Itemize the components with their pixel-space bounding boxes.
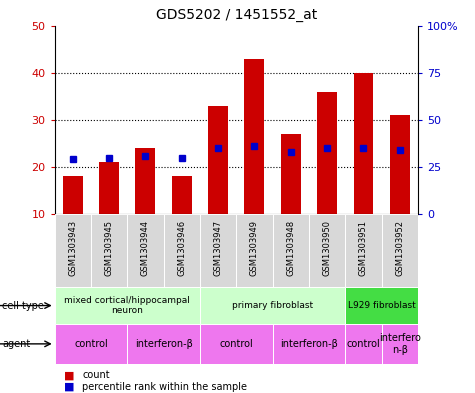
Bar xyxy=(273,214,309,287)
Bar xyxy=(200,287,345,324)
Bar xyxy=(135,148,155,214)
Text: interferon-β: interferon-β xyxy=(135,339,192,349)
Bar xyxy=(55,214,91,287)
Bar xyxy=(200,324,273,364)
Text: L929 fibroblast: L929 fibroblast xyxy=(348,301,416,310)
Bar xyxy=(91,214,127,287)
Bar xyxy=(163,214,200,287)
Bar xyxy=(317,92,337,214)
Text: count: count xyxy=(82,370,110,380)
Text: ■: ■ xyxy=(64,382,75,392)
Text: GSM1303943: GSM1303943 xyxy=(68,220,77,276)
Text: GSM1303946: GSM1303946 xyxy=(177,220,186,276)
Text: percentile rank within the sample: percentile rank within the sample xyxy=(82,382,247,392)
Text: GSM1303949: GSM1303949 xyxy=(250,220,259,276)
Text: mixed cortical/hippocampal
neuron: mixed cortical/hippocampal neuron xyxy=(64,296,190,315)
Bar xyxy=(55,324,127,364)
Bar xyxy=(208,106,228,214)
Text: GSM1303951: GSM1303951 xyxy=(359,220,368,276)
Text: cell type: cell type xyxy=(2,301,44,310)
Bar xyxy=(381,214,418,287)
Bar xyxy=(99,162,119,214)
Bar xyxy=(390,115,410,214)
Text: interfero
n-β: interfero n-β xyxy=(379,333,421,354)
Bar xyxy=(281,134,301,214)
Text: control: control xyxy=(74,339,108,349)
Text: control: control xyxy=(347,339,380,349)
Text: primary fibroblast: primary fibroblast xyxy=(232,301,313,310)
Bar xyxy=(63,176,83,214)
Bar xyxy=(273,324,345,364)
Bar xyxy=(127,214,163,287)
Text: control: control xyxy=(219,339,253,349)
Text: GSM1303950: GSM1303950 xyxy=(323,220,332,276)
Text: GSM1303948: GSM1303948 xyxy=(286,220,295,276)
Text: GSM1303947: GSM1303947 xyxy=(214,220,223,276)
Bar xyxy=(55,287,200,324)
Bar xyxy=(309,214,345,287)
Text: GSM1303945: GSM1303945 xyxy=(104,220,114,276)
Bar xyxy=(172,176,192,214)
Bar xyxy=(345,214,381,287)
Text: ■: ■ xyxy=(64,370,75,380)
Bar xyxy=(245,59,265,214)
Bar xyxy=(345,287,418,324)
Bar xyxy=(127,324,200,364)
Bar xyxy=(200,214,237,287)
Text: interferon-β: interferon-β xyxy=(280,339,338,349)
Text: GSM1303944: GSM1303944 xyxy=(141,220,150,276)
Bar xyxy=(237,214,273,287)
Text: agent: agent xyxy=(2,339,30,349)
Text: GSM1303952: GSM1303952 xyxy=(395,220,404,276)
Title: GDS5202 / 1451552_at: GDS5202 / 1451552_at xyxy=(156,8,317,22)
Bar xyxy=(353,73,373,214)
Bar xyxy=(345,324,381,364)
Bar xyxy=(381,324,418,364)
